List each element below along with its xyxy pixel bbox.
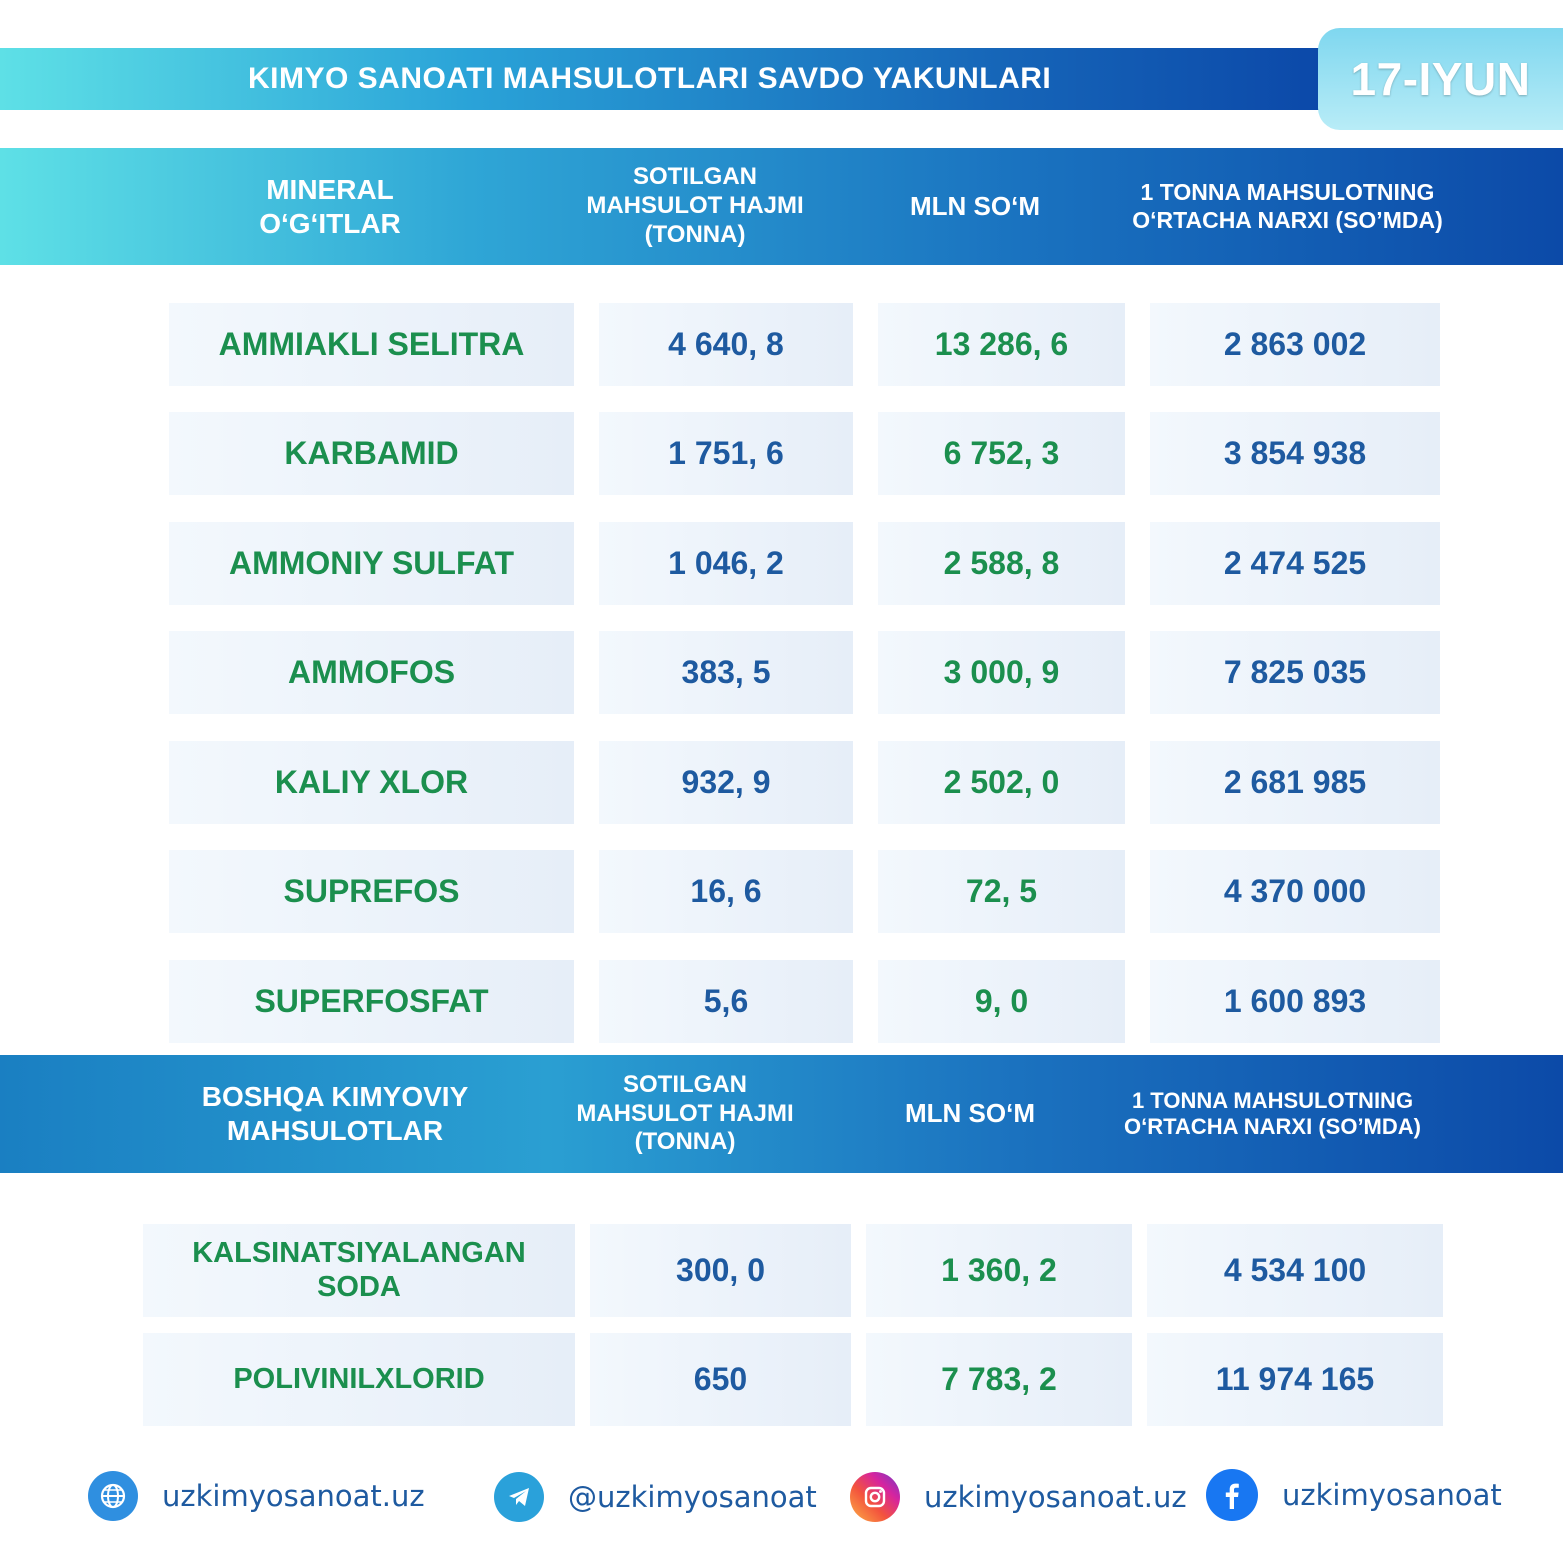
other-col-price-header: 1 TONNA MAHSULOTNING O‘RTACHA NARXI (SO’… xyxy=(1124,1087,1421,1139)
other-col-mln-header: MLN SO‘M xyxy=(905,1098,1035,1129)
title-bar: KIMYO SANOATI MAHSULOTLARI SAVDO YAKUNLA… xyxy=(0,48,1340,110)
product-name: KALSINATSIYALANGAN SODA xyxy=(143,1224,575,1317)
volume-value: 383, 5 xyxy=(599,631,853,714)
telegram-icon xyxy=(494,1472,544,1522)
mineral-col-volume-header: SOTILGAN MAHSULOT HAJMI (TONNA) xyxy=(586,163,804,248)
mln-value: 72, 5 xyxy=(878,850,1125,933)
facebook-icon xyxy=(1206,1469,1258,1521)
product-name: AMMOFOS xyxy=(169,631,574,714)
volume-value: 1 046, 2 xyxy=(599,522,853,605)
instagram-text: uzkimyosanoat.uz xyxy=(924,1480,1187,1514)
mineral-header-band: MINERAL O‘G‘ITLAR SOTILGAN MAHSULOT HAJM… xyxy=(0,148,1563,265)
product-name: KARBAMID xyxy=(169,412,574,495)
price-value: 2 863 002 xyxy=(1150,303,1440,386)
volume-value: 16, 6 xyxy=(599,850,853,933)
facebook-link[interactable]: uzkimyosanoat xyxy=(1206,1469,1502,1521)
price-value: 2 474 525 xyxy=(1150,522,1440,605)
volume-value: 1 751, 6 xyxy=(599,412,853,495)
product-name: KALIY XLOR xyxy=(169,741,574,824)
telegram-text: @uzkimyosanoat xyxy=(568,1480,817,1514)
globe-icon xyxy=(88,1471,138,1521)
mln-value: 1 360, 2 xyxy=(866,1224,1132,1317)
product-name: AMMONIY SULFAT xyxy=(169,522,574,605)
instagram-link[interactable]: uzkimyosanoat.uz xyxy=(850,1472,1187,1522)
facebook-text: uzkimyosanoat xyxy=(1282,1478,1502,1512)
product-name: POLIVINILXLORID xyxy=(143,1333,575,1426)
product-name: SUPERFOSFAT xyxy=(169,960,574,1043)
mln-value: 13 286, 6 xyxy=(878,303,1125,386)
instagram-icon xyxy=(850,1472,900,1522)
other-col-name-header: BOSHQA KIMYOVIY MAHSULOTLAR xyxy=(201,1081,469,1146)
date-label: 17-IYUN xyxy=(1350,53,1531,105)
mln-value: 2 502, 0 xyxy=(878,741,1125,824)
date-badge: 17-IYUN xyxy=(1318,28,1563,130)
mineral-col-mln-header: MLN SO‘M xyxy=(910,190,1040,221)
mln-value: 3 000, 9 xyxy=(878,631,1125,714)
price-value: 2 681 985 xyxy=(1150,741,1440,824)
price-value: 11 974 165 xyxy=(1147,1333,1443,1426)
product-name: AMMIAKLI SELITRA xyxy=(169,303,574,386)
mln-value: 2 588, 8 xyxy=(878,522,1125,605)
other-header-band: BOSHQA KIMYOVIY MAHSULOTLAR SOTILGAN MAH… xyxy=(0,1055,1563,1173)
mineral-col-price-header: 1 TONNA MAHSULOTNING O‘RTACHA NARXI (SO’… xyxy=(1132,178,1443,233)
volume-value: 300, 0 xyxy=(590,1224,851,1317)
page-title: KIMYO SANOATI MAHSULOTLARI SAVDO YAKUNLA… xyxy=(248,62,1052,95)
website-text: uzkimyosanoat.uz xyxy=(162,1479,425,1513)
other-col-volume-header: SOTILGAN MAHSULOT HAJMI (TONNA) xyxy=(576,1070,794,1156)
price-value: 7 825 035 xyxy=(1150,631,1440,714)
price-value: 3 854 938 xyxy=(1150,412,1440,495)
website-link[interactable]: uzkimyosanoat.uz xyxy=(88,1471,425,1521)
mln-value: 9, 0 xyxy=(878,960,1125,1043)
volume-value: 5,6 xyxy=(599,960,853,1043)
volume-value: 932, 9 xyxy=(599,741,853,824)
price-value: 1 600 893 xyxy=(1150,960,1440,1043)
price-value: 4 534 100 xyxy=(1147,1224,1443,1317)
mln-value: 6 752, 3 xyxy=(878,412,1125,495)
telegram-link[interactable]: @uzkimyosanoat xyxy=(494,1472,817,1522)
volume-value: 4 640, 8 xyxy=(599,303,853,386)
mineral-col-name-header: MINERAL O‘G‘ITLAR xyxy=(259,173,401,239)
mln-value: 7 783, 2 xyxy=(866,1333,1132,1426)
product-name: SUPREFOS xyxy=(169,850,574,933)
volume-value: 650 xyxy=(590,1333,851,1426)
price-value: 4 370 000 xyxy=(1150,850,1440,933)
